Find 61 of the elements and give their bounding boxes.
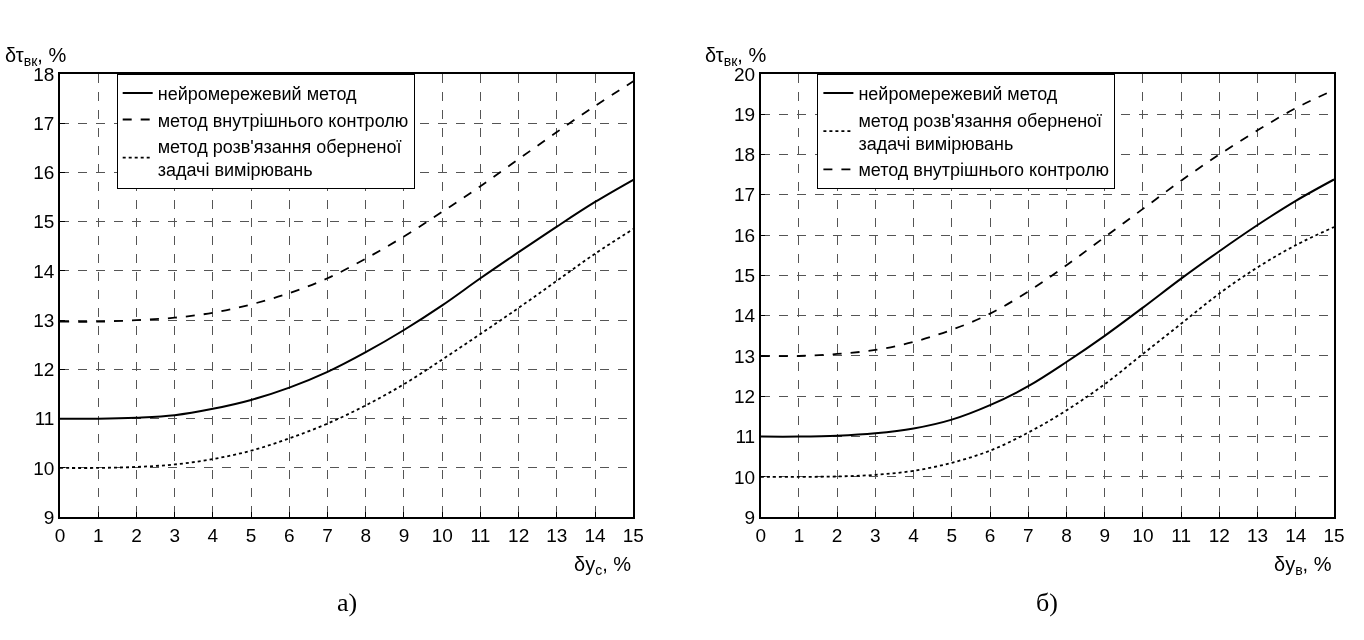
- x-tick-label: 4: [908, 524, 920, 546]
- x-tick-label: 12: [1208, 524, 1230, 546]
- x-tick-label: 15: [1323, 524, 1345, 546]
- x-tick-label: 10: [431, 524, 453, 546]
- x-tick-label: 15: [622, 524, 644, 546]
- x-tick-label: 7: [322, 524, 333, 546]
- text: а): [337, 588, 358, 617]
- legend-label: нейромережевий метод: [858, 84, 1058, 105]
- x-tick-label: 6: [284, 524, 295, 546]
- y-tick-label: 13: [33, 309, 55, 331]
- y-tick-label: 17: [33, 112, 55, 134]
- y-tick-label: 14: [33, 260, 55, 282]
- y-tick-label: 12: [33, 359, 55, 381]
- x-tick-label: 5: [946, 524, 958, 546]
- x-tick-label: 11: [1171, 524, 1191, 546]
- x-tick-label: 12: [508, 524, 530, 546]
- y-tick-label: 11: [735, 426, 756, 448]
- legend-label: метод розв'язання оберненої задачі вимірювань: [157, 136, 402, 181]
- y-tick-label: 11: [34, 408, 55, 430]
- y-tick-label: 9: [43, 506, 55, 528]
- x-tick-label: 0: [755, 524, 766, 546]
- x-tick-label: 7: [1022, 524, 1034, 546]
- y-tick-label: 14: [734, 305, 756, 327]
- x-tick-label: 9: [1099, 524, 1110, 546]
- y-tick-label: 16: [734, 224, 756, 246]
- legend-label: метод внутрішнього контролю: [858, 160, 1109, 181]
- x-tick-label: 8: [1061, 524, 1072, 546]
- x-tick-label: 14: [584, 524, 607, 546]
- x-axis-title: δу$_{с}$, %: [574, 553, 632, 579]
- x-tick-label: 9: [398, 524, 410, 546]
- x-tick-label: 5: [245, 524, 257, 546]
- x-tick-label: 4: [207, 524, 219, 546]
- x-tick-label: 8: [360, 524, 372, 546]
- y-tick-label: 17: [734, 184, 756, 206]
- x-tick-label: 3: [169, 524, 180, 546]
- x-tick-label: 2: [831, 524, 843, 546]
- x-tick-label: 0: [54, 524, 66, 546]
- x-tick-label: 1: [793, 524, 805, 546]
- y-tick-label: 16: [33, 162, 55, 184]
- y-tick-label: 15: [734, 265, 756, 287]
- legend-label: метод внутрішнього контролю: [157, 110, 409, 131]
- y-tick-label: 13: [734, 345, 756, 367]
- x-tick-label: 13: [546, 524, 568, 546]
- x-tick-label: 2: [131, 524, 142, 546]
- text: б): [1036, 588, 1058, 617]
- x-tick-label: 3: [870, 524, 881, 546]
- x-tick-label: 10: [1132, 524, 1154, 546]
- x-axis-title: δу$_{в}$, %: [1274, 553, 1332, 579]
- y-tick-label: 10: [734, 466, 756, 488]
- legend-label: нейромережевий метод: [157, 84, 358, 105]
- y-tick-label: 18: [734, 144, 756, 166]
- x-tick-label: 6: [984, 524, 996, 546]
- y-tick-label: 10: [33, 457, 55, 479]
- y-tick-label: 19: [734, 103, 756, 125]
- x-tick-label: 11: [470, 524, 491, 546]
- y-tick-label: 15: [33, 211, 55, 233]
- x-tick-label: 1: [92, 524, 104, 546]
- x-tick-label: 13: [1246, 524, 1269, 546]
- y-tick-label: 12: [734, 385, 756, 407]
- y-tick-label: 9: [744, 506, 756, 528]
- x-tick-label: 14: [1285, 524, 1307, 546]
